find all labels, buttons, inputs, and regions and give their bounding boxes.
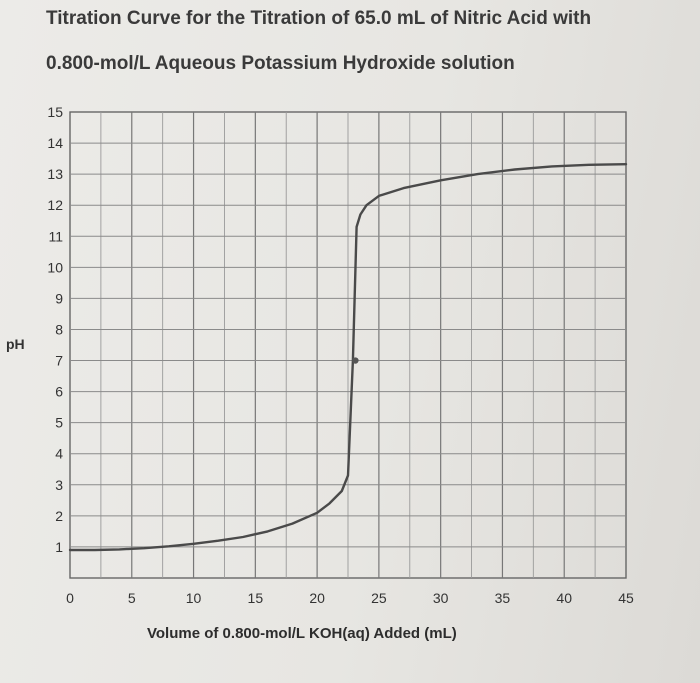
x-tick-label: 5: [128, 590, 136, 606]
x-tick-label: 30: [433, 590, 449, 606]
x-tick-label: 0: [66, 590, 74, 606]
chart-title-line-2: 0.800-mol/L Aqueous Potassium Hydroxide …: [46, 53, 515, 74]
x-tick-label: 25: [371, 590, 387, 606]
x-tick-label: 45: [618, 590, 634, 606]
x-axis-label: Volume of 0.800-mol/L KOH(aq) Added (mL): [147, 625, 457, 642]
y-tick-label: 11: [48, 228, 63, 244]
y-tick-label: 4: [55, 446, 63, 462]
y-tick-label: 15: [47, 104, 63, 120]
y-tick-label: 9: [55, 290, 63, 306]
chart-title-line-1: Titration Curve for the Titration of 65.…: [46, 8, 592, 29]
equivalence-point-marker: [352, 357, 359, 364]
x-tick-label: 20: [309, 590, 325, 606]
y-tick-label: 1: [55, 539, 63, 555]
x-axis-ticks: 0 5 10 15 20 25 30 35 40 45: [66, 590, 634, 606]
x-tick-label: 35: [495, 590, 511, 606]
chart-grid: [69, 111, 627, 579]
y-tick-label: 14: [47, 135, 63, 151]
y-tick-label: 3: [55, 477, 63, 493]
y-tick-label: 7: [55, 353, 63, 369]
y-tick-label: 6: [55, 384, 63, 400]
y-tick-label: 5: [55, 415, 63, 431]
titration-curve-line: [68, 163, 628, 552]
x-tick-label: 15: [248, 590, 264, 606]
x-tick-label: 40: [556, 590, 572, 606]
x-tick-label: 10: [186, 590, 202, 606]
y-tick-label: 8: [55, 321, 63, 337]
y-tick-label: 10: [47, 259, 63, 275]
y-tick-label: 13: [47, 166, 63, 182]
y-axis-label: pH: [6, 336, 25, 352]
y-tick-label: 2: [55, 508, 63, 524]
y-tick-label: 12: [47, 197, 63, 213]
